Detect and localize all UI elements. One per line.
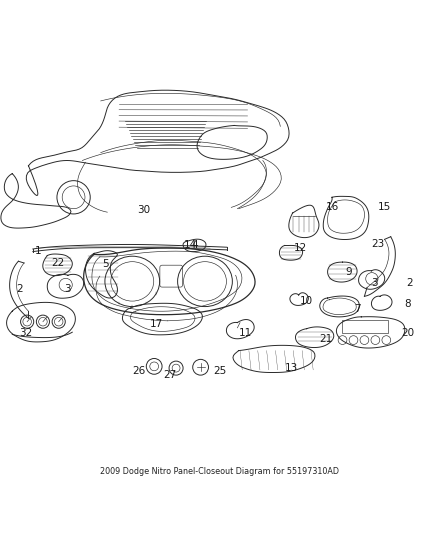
Text: 30: 30	[137, 205, 150, 215]
Text: 1: 1	[35, 246, 42, 256]
Text: 7: 7	[353, 304, 360, 314]
Text: 21: 21	[320, 334, 333, 344]
Text: 5: 5	[102, 260, 109, 269]
Text: 26: 26	[133, 366, 146, 376]
Text: 25: 25	[213, 366, 226, 376]
Text: 11: 11	[239, 328, 252, 338]
Text: 3: 3	[64, 284, 71, 294]
Text: 14: 14	[184, 240, 197, 251]
Text: 22: 22	[51, 258, 64, 268]
Text: 13: 13	[285, 363, 298, 373]
Text: 17: 17	[150, 319, 163, 329]
Text: 2: 2	[16, 284, 23, 294]
Bar	[342, 320, 388, 333]
Text: 10: 10	[300, 296, 313, 305]
Text: 8: 8	[404, 298, 411, 309]
Text: 20: 20	[401, 328, 414, 338]
Text: 27: 27	[163, 370, 177, 380]
Text: 2009 Dodge Nitro Panel-Closeout Diagram for 55197310AD: 2009 Dodge Nitro Panel-Closeout Diagram …	[99, 467, 339, 476]
Text: 9: 9	[345, 266, 352, 277]
Text: 3: 3	[371, 278, 378, 288]
Text: 4: 4	[191, 240, 198, 251]
Text: 12: 12	[293, 243, 307, 253]
Text: 15: 15	[378, 203, 391, 212]
Text: 16: 16	[325, 203, 339, 212]
Text: 32: 32	[19, 328, 32, 338]
Text: 2: 2	[406, 278, 413, 288]
Text: 23: 23	[371, 239, 384, 249]
